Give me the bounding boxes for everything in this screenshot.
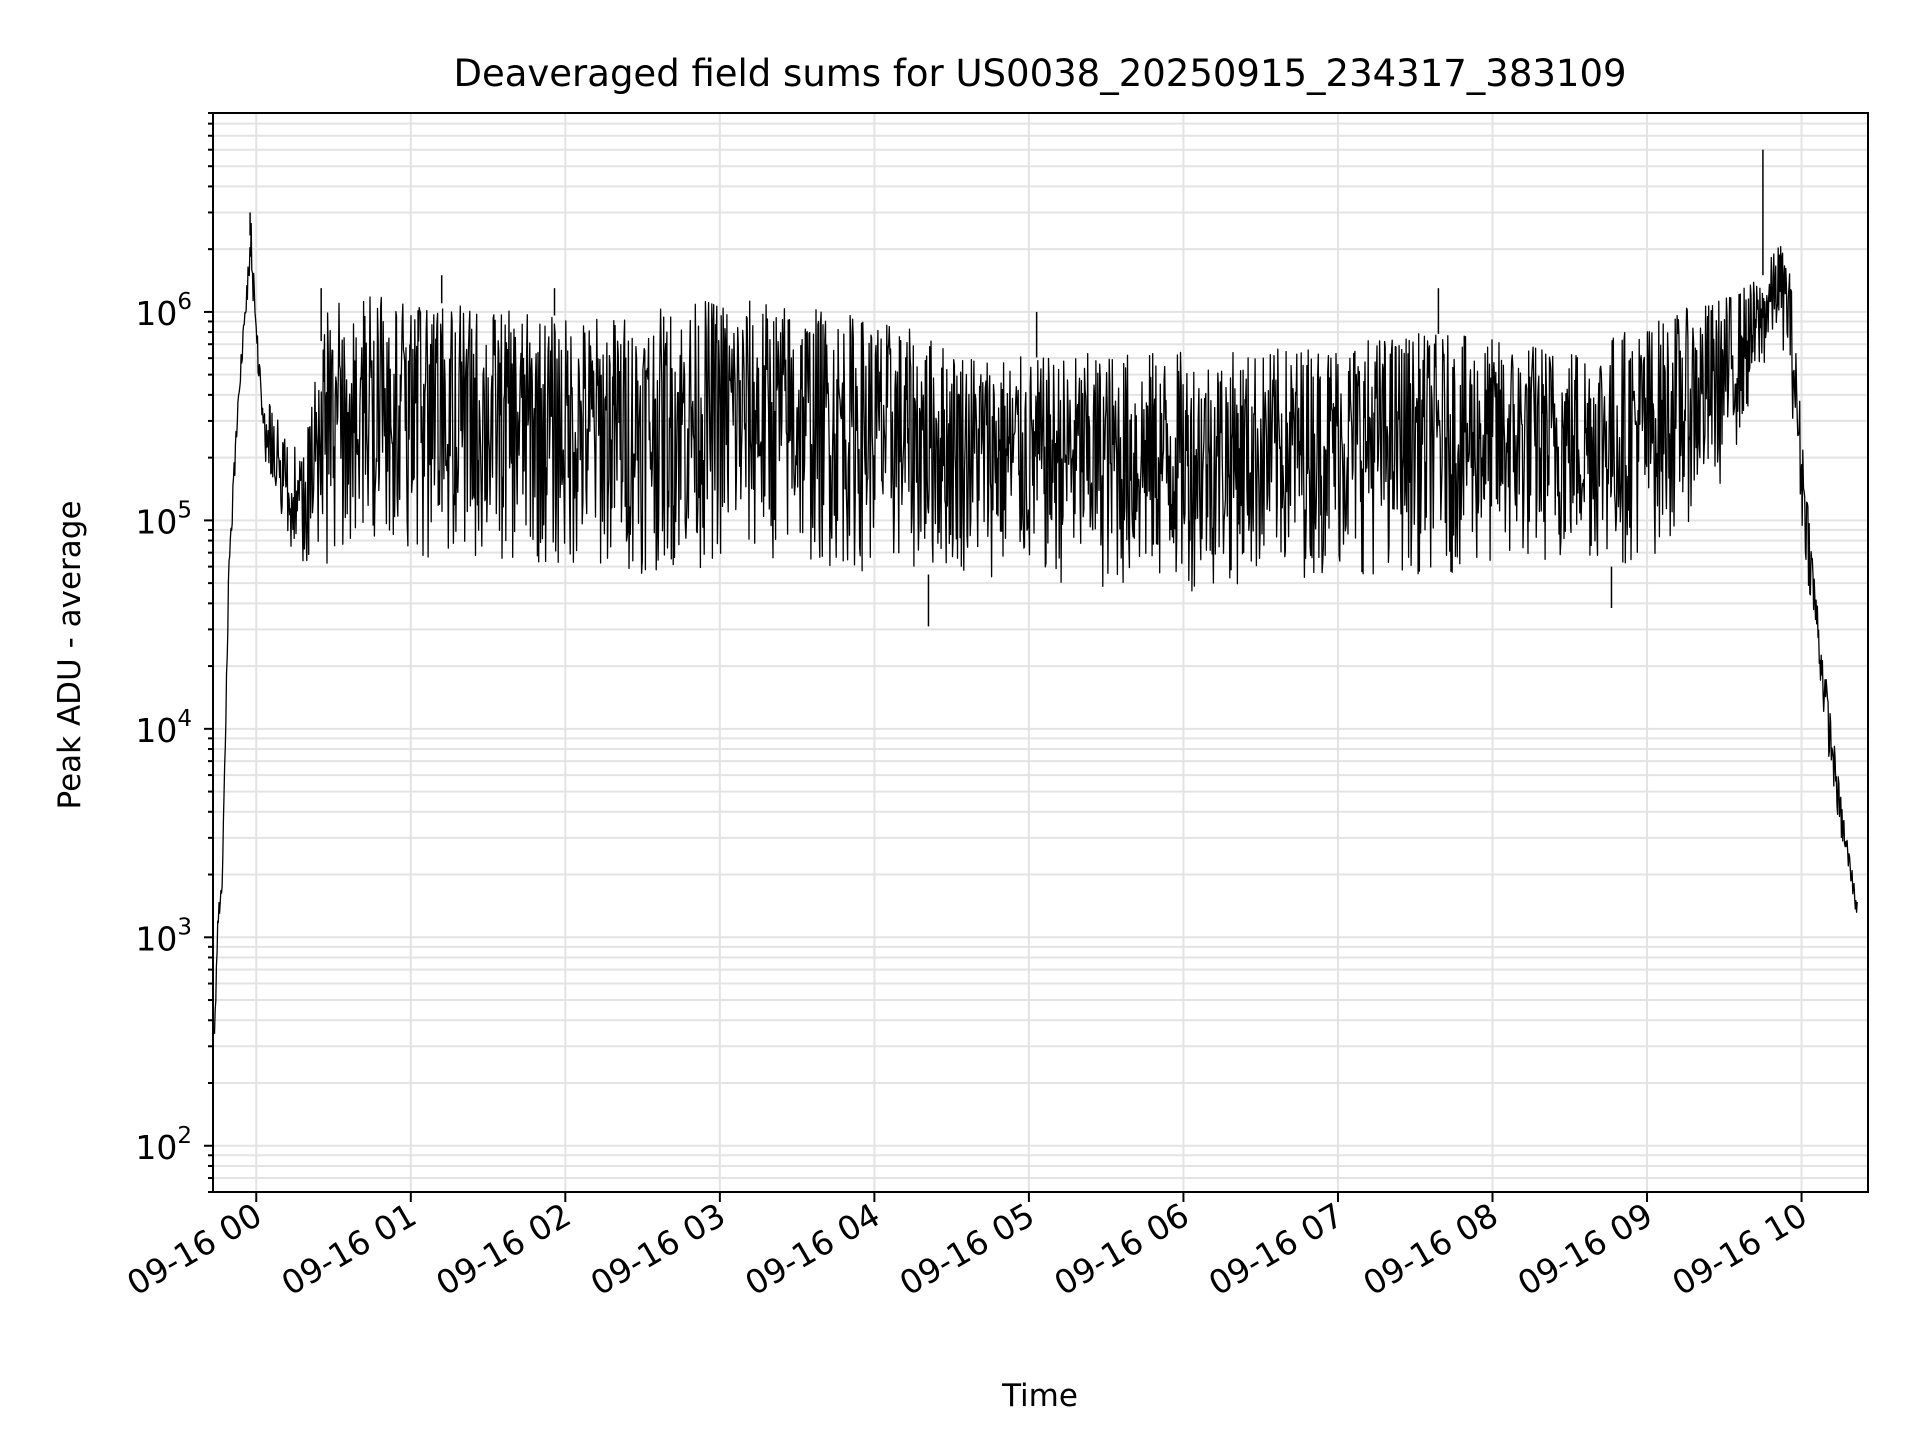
plot-frame <box>212 112 1869 1193</box>
y-tick-label: 103 <box>135 914 192 958</box>
data-layer <box>213 149 1858 1034</box>
data-series-line <box>213 222 1858 1034</box>
chart-title: Deaveraged field sums for US0038_2025091… <box>453 52 1626 95</box>
y-tick-label: 105 <box>135 497 192 541</box>
y-tick-label: 106 <box>135 289 192 333</box>
y-axis-label: Peak ADU - average <box>52 500 88 809</box>
x-axis-label: Time <box>1001 1378 1078 1414</box>
y-tick-label: 102 <box>135 1123 192 1167</box>
grid-layer <box>213 112 1868 1193</box>
y-tick-label: 104 <box>135 706 192 750</box>
